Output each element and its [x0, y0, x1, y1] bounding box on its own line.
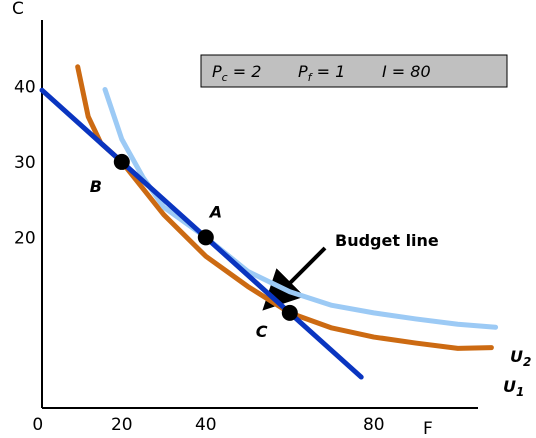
price-symbol: P: [212, 62, 222, 81]
x-tick-label: 80: [363, 415, 385, 435]
y-tick-label: 20: [14, 228, 36, 248]
curve-label: U2: [510, 347, 531, 369]
curve-label: U1: [503, 377, 524, 399]
point: [197, 229, 214, 246]
point-label: C: [256, 322, 268, 341]
price-rest: = 80: [387, 62, 431, 81]
x-axis-title: F: [423, 419, 433, 438]
x-tick-label: 20: [111, 415, 133, 435]
annotation-arrow: [262, 246, 327, 311]
price-symbol: P: [298, 62, 308, 81]
y-tick-label: 30: [14, 153, 36, 173]
annotation: Budget line: [335, 231, 439, 250]
x-tick-label: 0: [32, 415, 43, 435]
price-sub: c: [222, 71, 228, 84]
curve-label-main: U: [510, 347, 523, 366]
point-label: B: [90, 177, 102, 196]
price-rest: = 1: [312, 62, 346, 81]
price-box: [200, 54, 508, 88]
price-text: I = 80: [382, 62, 431, 81]
curve-label-main: U: [503, 377, 516, 396]
point: [281, 304, 298, 321]
price-text: Pc = 2: [212, 62, 261, 84]
x-tick-label: 40: [195, 415, 217, 435]
point-label: A: [208, 202, 222, 221]
y-tick-label: 40: [14, 77, 36, 97]
price-rest: = 2: [228, 62, 262, 81]
point: [113, 153, 130, 170]
price-text: Pf = 1: [298, 62, 345, 84]
series-line: [102, 86, 499, 330]
price-symbol: I: [382, 62, 387, 81]
y-axis-title: C: [12, 0, 24, 19]
price-sub: f: [308, 71, 314, 84]
curve-label-sub: 1: [516, 385, 524, 399]
curve-label-sub: 2: [523, 355, 531, 369]
